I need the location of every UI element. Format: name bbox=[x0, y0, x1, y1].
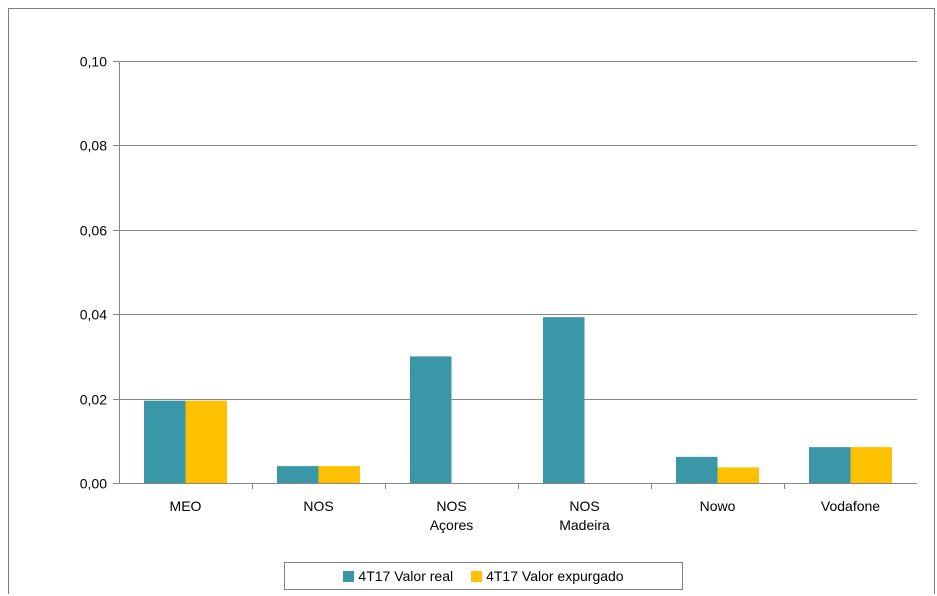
bar-valor-real bbox=[277, 466, 319, 483]
bar-valor-real bbox=[543, 317, 585, 483]
bar-valor-real bbox=[676, 456, 718, 483]
x-tick-label: NOS bbox=[436, 498, 466, 514]
y-tick-label: 0,10 bbox=[80, 54, 107, 70]
y-tick-label: 0,06 bbox=[80, 223, 107, 239]
bar-valor-expurgado bbox=[717, 467, 759, 483]
bar-valor-real bbox=[410, 356, 452, 483]
legend-label-valor-real: 4T17 Valor real bbox=[358, 568, 454, 584]
bar-valor-real bbox=[809, 447, 851, 483]
y-tick-labels: 0,00 0,02 0,04 0,06 0,08 0,10 bbox=[80, 54, 107, 492]
bar-valor-expurgado bbox=[850, 447, 892, 483]
legend-item-valor-real: 4T17 Valor real bbox=[343, 568, 453, 584]
bar-valor-real bbox=[144, 400, 186, 483]
x-tick-label: Nowo bbox=[700, 498, 736, 514]
legend: 4T17 Valor real 4T17 Valor expurgado bbox=[284, 562, 683, 590]
bar-valor-expurgado bbox=[318, 466, 360, 483]
y-tick-label: 0,02 bbox=[80, 392, 107, 408]
gridlines bbox=[113, 61, 917, 489]
x-tick-label: MEO bbox=[170, 498, 202, 514]
bar-valor-expurgado bbox=[185, 400, 227, 483]
legend-swatch-valor-real bbox=[343, 570, 355, 582]
legend-swatch-valor-expurgado bbox=[471, 570, 483, 582]
x-tick-label: Madeira bbox=[559, 517, 610, 533]
bars bbox=[144, 317, 892, 483]
legend-item-valor-expurgado: 4T17 Valor expurgado bbox=[471, 568, 624, 584]
legend-label-valor-expurgado: 4T17 Valor expurgado bbox=[486, 568, 624, 584]
x-tick-labels: MEO NOS NOS Açores NOS Madeira Nowo Vodafone bbox=[170, 498, 881, 533]
x-tick-label: NOS bbox=[303, 498, 333, 514]
x-tick-label: Vodafone bbox=[821, 498, 880, 514]
x-tick-label: NOS bbox=[569, 498, 599, 514]
x-tick-label: Açores bbox=[430, 517, 474, 533]
y-tick-label: 0,08 bbox=[80, 138, 107, 154]
y-tick-label: 0,00 bbox=[80, 476, 107, 492]
y-tick-label: 0,04 bbox=[80, 307, 107, 323]
chart-frame bbox=[8, 8, 935, 594]
